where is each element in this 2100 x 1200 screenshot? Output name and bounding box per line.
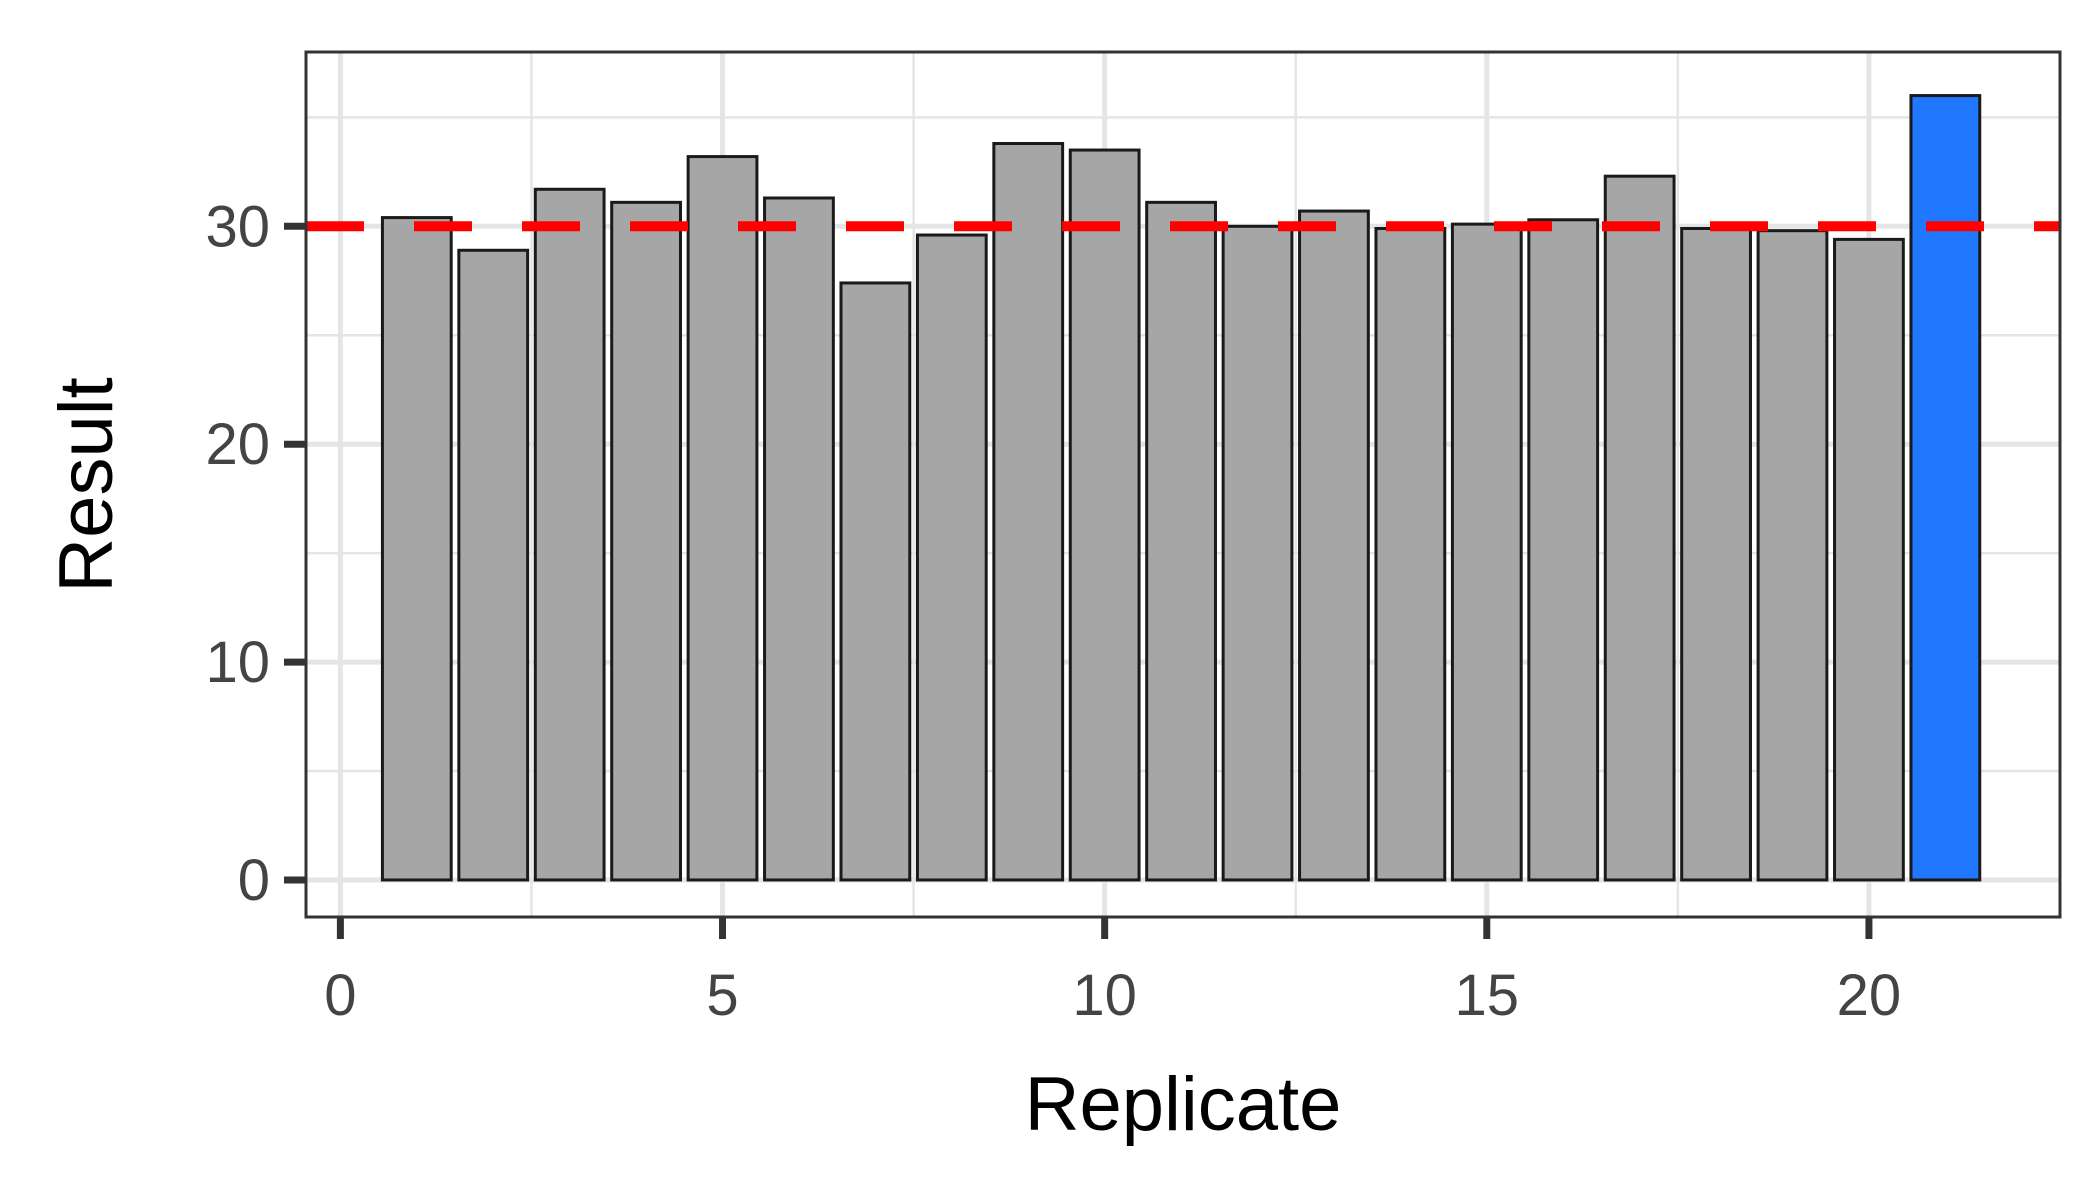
bar-replicate-9 xyxy=(992,142,1065,882)
bar-replicate-20 xyxy=(1833,237,1905,882)
bar-replicate-3 xyxy=(533,187,606,882)
y-axis: 0 10 20 30 xyxy=(205,194,306,913)
bar-replicate-4 xyxy=(610,200,682,882)
bar-replicate-7 xyxy=(839,281,912,882)
bar-replicate-8 xyxy=(915,233,988,882)
bar-replicate-16 xyxy=(1527,218,1600,882)
y-tick-label: 10 xyxy=(205,630,270,695)
bar-replicate-15 xyxy=(1450,222,1523,882)
bar-replicate-14 xyxy=(1374,226,1447,882)
bar-replicate-2 xyxy=(457,248,530,882)
bar-replicate-13 xyxy=(1298,209,1370,882)
bar-replicate-12 xyxy=(1221,224,1294,882)
bars xyxy=(380,94,1982,882)
y-tick-label: 30 xyxy=(205,194,270,259)
y-axis-title: Result xyxy=(44,377,129,592)
x-tick-label: 5 xyxy=(706,963,738,1028)
x-tick-label: 0 xyxy=(324,963,356,1028)
y-tick-label: 20 xyxy=(205,412,270,477)
x-tick-label: 20 xyxy=(1837,963,1902,1028)
x-axis: 0 5 10 15 20 xyxy=(324,917,1901,1028)
bar-replicate-6 xyxy=(763,196,835,882)
bar-replicate-11 xyxy=(1145,200,1217,882)
bar-replicate-18 xyxy=(1680,226,1752,882)
y-tick-label: 0 xyxy=(238,848,270,913)
bar-replicate-19 xyxy=(1756,229,1829,882)
bar-replicate-17 xyxy=(1603,174,1676,882)
x-tick-label: 15 xyxy=(1455,963,1520,1028)
bar-replicate-5 xyxy=(686,155,759,882)
panel-border xyxy=(304,50,2062,919)
bar-replicate-21 xyxy=(1909,94,1982,882)
bar-replicate-1 xyxy=(380,216,453,882)
bar-replicate-10 xyxy=(1068,148,1141,882)
x-tick-label: 10 xyxy=(1072,963,1137,1028)
x-axis-title: Replicate xyxy=(1025,1062,1342,1147)
